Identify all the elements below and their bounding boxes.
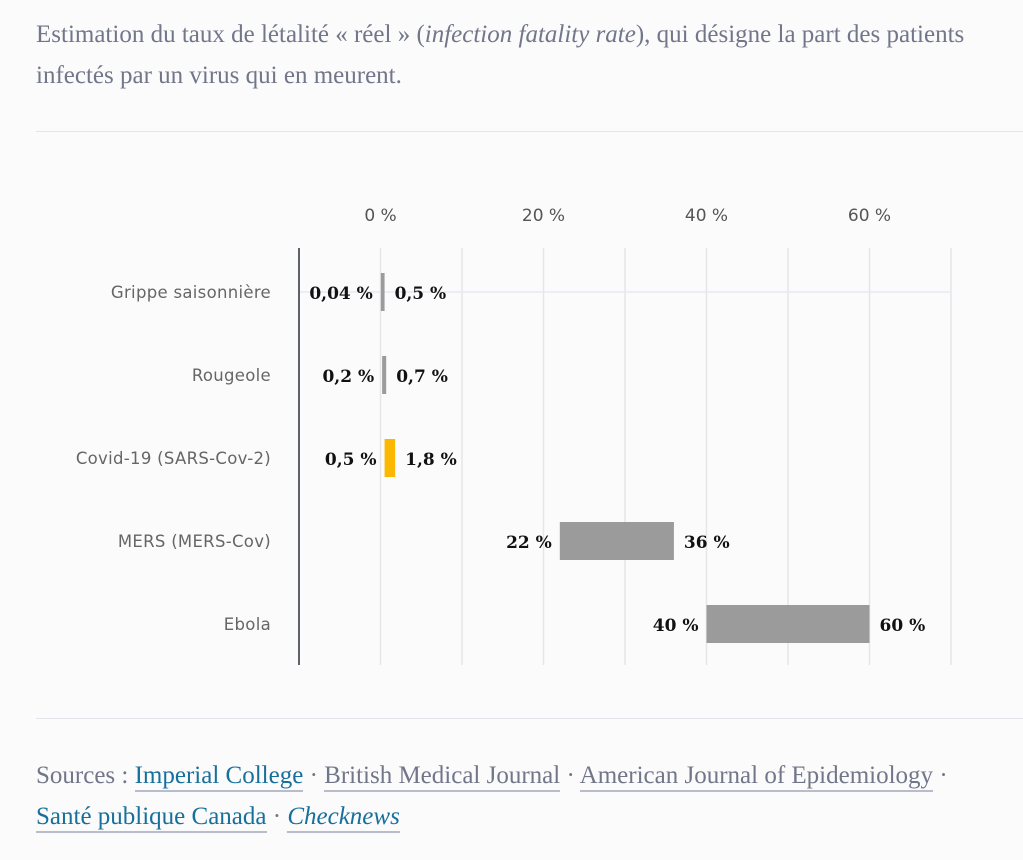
low-value-label: 0,04 % [309, 284, 372, 304]
x-tick-label: 60 % [848, 206, 891, 226]
high-value-label: 0,5 % [395, 284, 447, 304]
high-value-label: 36 % [684, 533, 730, 553]
separator: · [266, 803, 288, 830]
range-bar [706, 605, 870, 643]
chart-description: Estimation du taux de létalité « réel » … [36, 14, 1006, 96]
low-value-label: 22 % [506, 533, 552, 553]
source-link-checknews[interactable]: Checknews [287, 803, 400, 833]
top-divider [36, 131, 1023, 132]
x-tick-label: 20 % [522, 206, 565, 226]
low-value-label: 0,5 % [325, 450, 377, 470]
x-tick-label: 0 % [364, 206, 396, 226]
high-value-label: 0,7 % [396, 367, 448, 387]
sources-label: Sources : [36, 762, 135, 789]
category-label: Covid-19 (SARS-Cov-2) [76, 449, 271, 468]
description-text: Estimation du taux de létalité « réel » … [36, 21, 425, 48]
range-bar [559, 522, 674, 560]
range-bar-chart: 0 % 20 % 40 % 60 % Grippe saisonnière 0,04 % 0… [76, 206, 952, 665]
high-value-label: 1,8 % [405, 450, 457, 470]
source-link-aje[interactable]: American Journal of Epidemiology [579, 762, 934, 792]
source-link-sante-publique-canada[interactable]: Santé publique Canada [36, 803, 267, 833]
x-tick-label: 40 % [685, 206, 728, 226]
category-label: Ebola [224, 615, 271, 634]
category-label: Grippe saisonnière [111, 283, 271, 302]
sources: Sources : Imperial College · British Med… [36, 755, 996, 837]
high-value-label: 60 % [880, 616, 926, 636]
category-label: Rougeole [192, 366, 271, 385]
separator: · [933, 762, 948, 789]
bottom-divider [36, 718, 1023, 719]
range-bar [380, 273, 385, 311]
separator: · [303, 762, 325, 789]
range-bar [382, 356, 387, 394]
category-label: MERS (MERS-Cov) [118, 532, 271, 551]
source-link-imperial-college[interactable]: Imperial College [134, 762, 304, 792]
source-link-bmj[interactable]: British Medical Journal [324, 762, 561, 792]
range-bar [384, 439, 396, 477]
separator: · [560, 762, 580, 789]
description-text-end: ), qui désigne la part des patients infe… [36, 21, 965, 89]
low-value-label: 0,2 % [322, 367, 374, 387]
description-italic: infection fatality rate [424, 21, 636, 48]
low-value-label: 40 % [653, 616, 699, 636]
